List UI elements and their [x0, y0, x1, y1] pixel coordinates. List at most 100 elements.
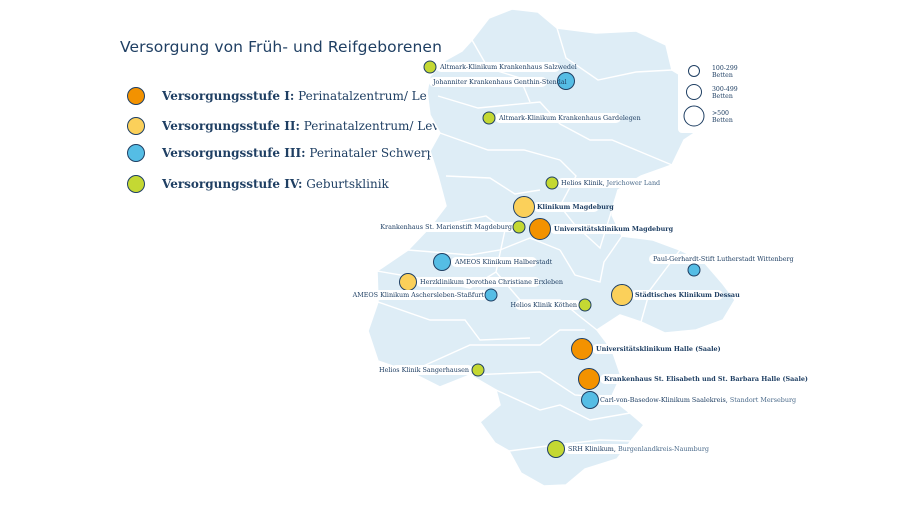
hospital-name: Altmark-Klinikum Krankenhaus Gardelegen: [498, 114, 641, 122]
hospital-label-background: [451, 257, 537, 267]
hospital-label: Paul-Gerhardt-Stift Lutherstadt Wittenbe…: [653, 255, 794, 263]
legend-item-level-3: Versorgungsstufe III: Perinataler Schwer…: [127, 143, 462, 163]
hospital-circle: [581, 391, 599, 409]
hospital-label-background: [416, 277, 540, 287]
size-legend-label-medium-1: 300-499: [712, 86, 738, 93]
legend-item-level-2: Versorgungsstufe II: Perinatalzentrum/ L…: [127, 116, 462, 136]
hospital-label-background: [515, 300, 581, 310]
hospital-marker: AMEOS Klinikum Aschersleben-Staßfurt: [352, 288, 498, 302]
hospital-label: Altmark-Klinikum Krankenhaus Gardelegen: [498, 114, 641, 122]
hospital-label: Johanniter Krankenhaus Genthin-Stendal: [432, 78, 567, 86]
hospital-marker: Paul-Gerhardt-Stift Lutherstadt Wittenbe…: [649, 254, 794, 277]
size-legend-label-large-1: >500: [712, 110, 729, 117]
size-legend-label-small-1: 100-299: [712, 65, 738, 72]
hospital-label-background: [649, 254, 775, 264]
size-legend-circle-large: [683, 105, 705, 127]
hospital-circle: [687, 263, 701, 277]
hospital-circle: [578, 368, 600, 390]
legend-label-level-4: Versorgungsstufe IV: Geburtsklinik: [162, 177, 389, 191]
hospital-circle: [512, 220, 526, 234]
hospital-label: AMEOS Klinikum Aschersleben-Staßfurt: [352, 291, 485, 299]
hospital-name: Krankenhaus St. Marienstift Magdeburg: [380, 223, 512, 231]
hospital-marker: AMEOS Klinikum Halberstadt: [433, 253, 553, 271]
hospital-circle: [571, 338, 593, 360]
hospital-label: Altmark-Klinikum Krankenhaus Salzwedel: [439, 63, 577, 71]
hospital-marker: Helios Klinik, Jerichower Land: [545, 176, 660, 190]
hospital-name: Städtisches Klinikum Dessau: [635, 291, 740, 299]
hospital-label: Carl-von-Basedow-Klinikum Saalekreis, St…: [600, 396, 796, 404]
hospital-marker: Helios Klinik Köthen: [510, 298, 592, 312]
size-legend-label-large-2: Betten: [712, 117, 733, 124]
legend-dot-level-3: [127, 144, 145, 162]
hospital-marker: SRH Klinikum, Burgenlandkreis-Naumburg: [547, 440, 709, 458]
hospital-label-background: [436, 62, 560, 72]
hospital-label-background: [391, 365, 473, 375]
hospital-marker: Universitätsklinikum Halle (Saale): [571, 338, 721, 360]
hospital-label-background: [557, 178, 645, 188]
hospital-location: Standort Merseburg: [728, 396, 796, 404]
hospital-circle: [423, 60, 437, 74]
hospital-circle: [482, 111, 496, 125]
hospital-label: Helios Klinik Köthen: [510, 301, 577, 309]
hospital-label-background: [564, 444, 686, 454]
hospital-label-background: [429, 77, 547, 87]
hospital-name: Universitätsklinikum Magdeburg: [554, 225, 674, 233]
hospital-marker: Herzklinikum Dorothea Christiane Erxlebe…: [399, 273, 563, 291]
legend-item-level-1: Versorgungsstufe I: Perinatalzentrum/ Le…: [127, 86, 456, 106]
hospital-name: SRH Klinikum,: [568, 445, 616, 453]
hospital-label-background: [631, 290, 723, 300]
hospital-name: AMEOS Klinikum Halberstadt: [454, 258, 553, 266]
hospital-circle: [545, 176, 559, 190]
hospital-label: Helios Klinik Sangerhausen: [379, 366, 469, 374]
hospital-label: Klinikum Magdeburg: [537, 203, 614, 211]
hospital-name: Krankenhaus St. Elisabeth und St. Barbar…: [604, 375, 808, 383]
hospital-circle: [578, 298, 592, 312]
hospital-name: Carl-von-Basedow-Klinikum Saalekreis,: [600, 396, 728, 404]
hospital-circle: [611, 284, 633, 306]
map-title: Versorgung von Früh- und Reifgeborenen: [120, 38, 442, 56]
hospital-label-background: [550, 224, 650, 234]
hospital-marker: Krankenhaus St. Elisabeth und St. Barbar…: [578, 368, 808, 390]
hospital-label: Helios Klinik, Jerichower Land: [561, 179, 660, 187]
hospital-name: Altmark-Klinikum Krankenhaus Salzwedel: [439, 63, 577, 71]
hospital-marker: Städtisches Klinikum Dessau: [611, 284, 740, 306]
hospital-location: Jerichower Land: [605, 179, 661, 187]
hospital-label: Krankenhaus St. Elisabeth und St. Barbar…: [604, 375, 808, 383]
hospital-name: Helios Klinik Sangerhausen: [379, 366, 469, 374]
legend-dot-level-1: [127, 87, 145, 105]
size-legend-circle-medium: [686, 84, 702, 100]
hospital-label-background: [398, 222, 516, 232]
hospital-name: Universitätsklinikum Halle (Saale): [596, 345, 721, 353]
hospital-name: Helios Klinik Köthen: [510, 301, 577, 309]
hospital-circle: [547, 440, 565, 458]
hospital-name: Johanniter Krankenhaus Genthin-Stendal: [432, 78, 567, 86]
hospital-name: Paul-Gerhardt-Stift Lutherstadt Wittenbe…: [653, 255, 794, 263]
hospital-label: AMEOS Klinikum Halberstadt: [454, 258, 553, 266]
hospital-marker: Altmark-Klinikum Krankenhaus Salzwedel: [423, 60, 577, 74]
size-legend-label-small-2: Betten: [712, 72, 733, 79]
hospital-circle: [513, 196, 535, 218]
hospital-label-background: [592, 344, 702, 354]
hospital-marker: Johanniter Krankenhaus Genthin-Stendal: [429, 72, 575, 90]
hospital-circle: [484, 288, 498, 302]
hospital-label: Universitätsklinikum Magdeburg: [554, 225, 674, 233]
hospital-label-background: [495, 113, 621, 123]
hospital-name: Helios Klinik,: [561, 179, 605, 187]
hospital-label-background: [370, 290, 488, 300]
legend-label-level-1: Versorgungsstufe I: Perinatalzentrum/ Le…: [162, 89, 456, 103]
hospital-marker: Krankenhaus St. Marienstift Magdeburg: [380, 220, 526, 234]
hospital-label-background: [533, 202, 599, 212]
hospital-name: Herzklinikum Dorothea Christiane Erxlebe…: [420, 278, 563, 286]
size-legend-circle-small: [688, 65, 700, 77]
hospital-markers: Altmark-Klinikum Krankenhaus Salzwedel Jo…: [352, 60, 808, 458]
hospital-marker: Klinikum Magdeburg: [513, 196, 614, 218]
hospital-circle: [399, 273, 417, 291]
legend-dot-level-2: [127, 117, 145, 135]
hospital-marker: Altmark-Klinikum Krankenhaus Gardelegen: [482, 111, 641, 125]
hospital-marker: Universitätsklinikum Magdeburg: [529, 218, 674, 240]
legend-item-level-4: Versorgungsstufe IV: Geburtsklinik: [127, 174, 389, 194]
legend-label-level-3: Versorgungsstufe III: Perinataler Schwer…: [162, 146, 462, 160]
hospital-label: Städtisches Klinikum Dessau: [635, 291, 740, 299]
hospital-label-background: [600, 374, 766, 384]
